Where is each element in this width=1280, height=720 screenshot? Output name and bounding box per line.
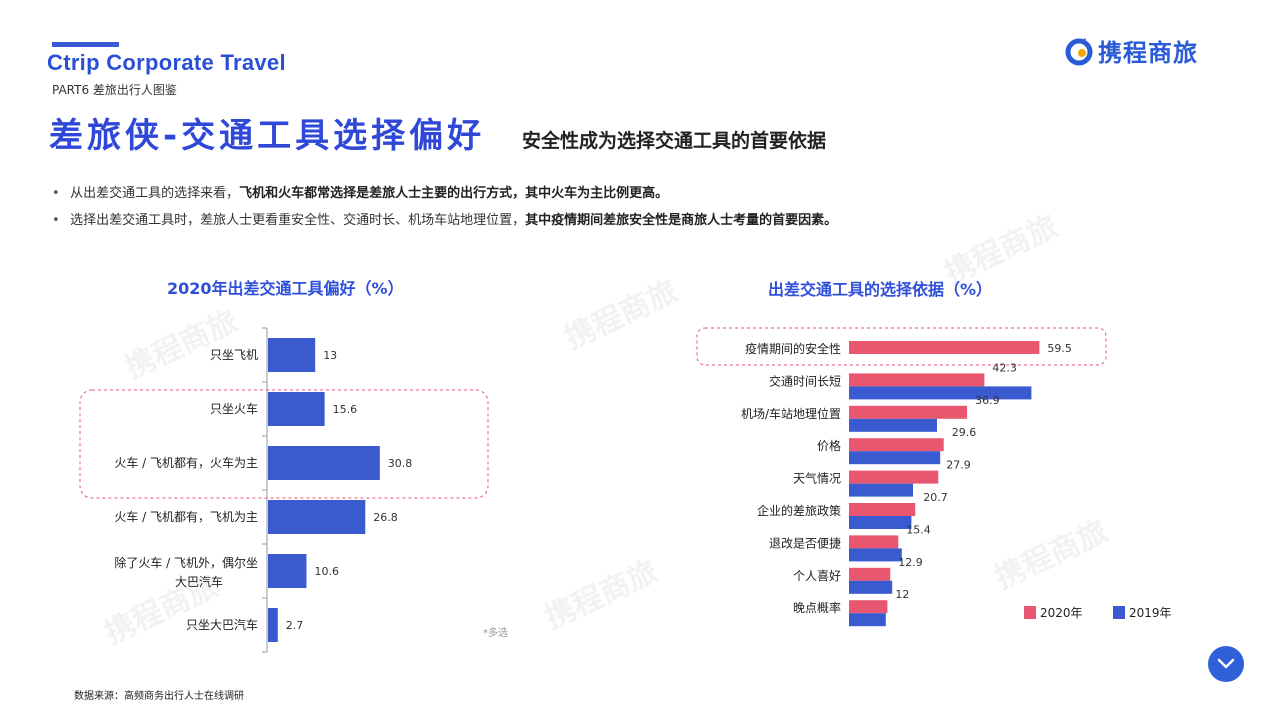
bullet-dot-icon: • xyxy=(52,186,60,201)
data-label: 27.9 xyxy=(946,459,971,472)
bar xyxy=(268,338,316,372)
accent-bar xyxy=(52,42,119,47)
category-label: 只坐火车 xyxy=(210,401,258,416)
multi-select-note: *多选 xyxy=(483,626,508,639)
data-label: 12.9 xyxy=(898,556,923,569)
data-label: 26.8 xyxy=(373,511,398,524)
bullet-item: • 从出差交通工具的选择来看，飞机和火车都常选择是差旅人士主要的出行方式，其中火… xyxy=(52,184,837,211)
bar xyxy=(268,500,366,534)
legend-swatch xyxy=(1113,606,1125,619)
category-label: 火车 / 飞机都有，飞机为主 xyxy=(114,509,258,524)
page-subtitle: 安全性成为选择交通工具的首要依据 xyxy=(522,130,827,152)
chart-title-left: 2020年出差交通工具偏好（%） xyxy=(167,279,404,298)
category-label: 除了火车 / 飞机外，偶尔坐大巴汽车 xyxy=(114,555,258,589)
chevron-down-icon xyxy=(1217,658,1235,669)
highlight-box xyxy=(696,327,1107,366)
bar-2019 xyxy=(849,418,937,432)
category-label: 晚点概率 xyxy=(793,600,841,615)
bar xyxy=(268,446,380,480)
bullet-item: • 选择出差交通工具时，差旅人士更看重安全性、交通时长、机场车站地理位置，其中疫… xyxy=(52,211,837,238)
data-label: 15.6 xyxy=(333,403,358,416)
bar xyxy=(268,554,307,588)
ctrip-logo-icon xyxy=(1065,37,1093,65)
bar-2020 xyxy=(849,341,1040,354)
chart-title-right: 出差交通工具的选择依据（%） xyxy=(768,280,993,299)
data-label: 12 xyxy=(895,588,909,601)
data-label: 29.6 xyxy=(952,426,977,439)
data-label: 30.8 xyxy=(388,457,413,470)
category-label-line: 除了火车 / 飞机外，偶尔坐 xyxy=(114,555,258,570)
bullet-text-bold: 飞机和火车都常选择是差旅人士主要的出行方式，其中火车为主比例更高。 xyxy=(239,186,669,201)
data-label: 36.9 xyxy=(975,394,1000,407)
bar-2019 xyxy=(849,613,886,627)
bullet-text-bold: 其中疫情期间差旅安全性是商旅人士考量的首要因素。 xyxy=(525,213,838,228)
ctrip-logo: 携程商旅 xyxy=(1064,33,1198,68)
bar-2019 xyxy=(849,483,913,497)
bar-2020 xyxy=(849,535,899,549)
bar-2019 xyxy=(849,580,893,594)
data-label: 13 xyxy=(323,349,337,362)
legend-swatch xyxy=(1024,606,1036,619)
data-label: 2.7 xyxy=(286,619,304,632)
category-label: 机场/车站地理位置 xyxy=(741,406,841,421)
data-source: 数据来源：高频商务出行人士在线调研 xyxy=(74,691,244,702)
brand-name: Ctrip Corporate Travel xyxy=(47,50,286,75)
data-label: 20.7 xyxy=(923,491,948,504)
bar-2020 xyxy=(849,405,968,419)
data-label: 59.5 xyxy=(1047,342,1072,355)
highlight-box xyxy=(79,389,489,499)
logo-text: 携程商旅 xyxy=(1098,39,1198,67)
category-label: 疫情期间的安全性 xyxy=(745,341,841,356)
bullet-list: • 从出差交通工具的选择来看，飞机和火车都常选择是差旅人士主要的出行方式，其中火… xyxy=(52,184,837,238)
bullet-text: 选择出差交通工具时，差旅人士更看重安全性、交通时长、机场车站地理位置， xyxy=(70,213,526,228)
bar-2019 xyxy=(849,451,941,465)
bar-2020 xyxy=(849,438,944,452)
bar-2020 xyxy=(849,600,888,614)
category-label: 火车 / 飞机都有，火车为主 xyxy=(114,455,258,470)
category-label: 退改是否便捷 xyxy=(769,536,841,550)
bar-2020 xyxy=(849,373,985,387)
category-label-line: 大巴汽车 xyxy=(175,574,223,589)
bar-2020 xyxy=(849,470,939,484)
legend-label: 2019年 xyxy=(1129,606,1172,620)
bar xyxy=(268,608,278,642)
category-label: 个人喜好 xyxy=(793,569,841,583)
section-label: PART6 差旅出行人图鉴 xyxy=(52,83,177,97)
category-label: 企业的差旅政策 xyxy=(757,503,841,518)
bar-2019 xyxy=(849,386,1032,400)
category-label: 交通时间长短 xyxy=(769,373,841,388)
category-label: 价格 xyxy=(817,438,841,453)
bar-2019 xyxy=(849,548,902,562)
bar xyxy=(268,392,325,426)
bullet-dot-icon: • xyxy=(52,213,60,228)
bar-2019 xyxy=(849,516,912,529)
data-label: 15.4 xyxy=(906,523,931,536)
page-title: 差旅侠-交通工具选择偏好 xyxy=(49,116,486,156)
data-label: 10.6 xyxy=(314,565,339,578)
bar-2020 xyxy=(849,567,891,581)
legend-label: 2020年 xyxy=(1040,606,1083,620)
category-label: 只坐飞机 xyxy=(210,348,258,362)
bar-2020 xyxy=(849,503,916,516)
category-label: 只坐大巴汽车 xyxy=(186,617,258,632)
data-label: 42.3 xyxy=(992,361,1017,374)
bullet-text: 从出差交通工具的选择来看， xyxy=(70,186,240,201)
scroll-down-button[interactable] xyxy=(1208,646,1244,682)
category-label: 天气情况 xyxy=(793,471,841,486)
